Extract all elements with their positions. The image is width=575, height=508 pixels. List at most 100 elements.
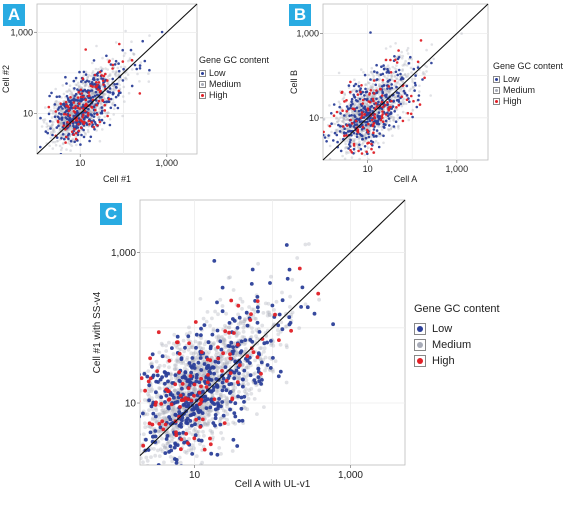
data-point-high bbox=[82, 113, 85, 117]
data-point-low bbox=[339, 112, 342, 115]
data-point-medium bbox=[147, 408, 151, 412]
data-point-medium bbox=[255, 336, 260, 341]
data-point-high bbox=[72, 133, 75, 136]
data-point-low bbox=[390, 83, 394, 86]
data-point-medium bbox=[184, 391, 189, 395]
data-point-high bbox=[47, 105, 51, 109]
data-point-medium bbox=[193, 389, 198, 394]
data-point-low bbox=[347, 84, 351, 87]
data-point-medium bbox=[62, 118, 66, 121]
data-point-medium bbox=[346, 118, 349, 121]
data-point-low bbox=[179, 421, 183, 426]
data-point-low bbox=[228, 407, 233, 412]
data-point-medium bbox=[355, 109, 359, 112]
x-tick-label: 1,000 bbox=[446, 164, 469, 174]
data-point-medium bbox=[128, 416, 132, 420]
data-point-medium bbox=[139, 61, 143, 64]
data-point-low bbox=[114, 59, 118, 63]
data-point-medium bbox=[370, 70, 373, 74]
data-point-high bbox=[335, 110, 339, 114]
data-point-medium bbox=[376, 131, 380, 135]
data-point-high bbox=[111, 67, 114, 70]
data-point-medium bbox=[162, 363, 167, 368]
data-point-high bbox=[68, 114, 72, 117]
data-point-low bbox=[229, 382, 234, 386]
data-point-low bbox=[377, 122, 381, 126]
data-point-low bbox=[55, 126, 59, 129]
data-point-medium bbox=[132, 52, 136, 56]
data-point-medium bbox=[156, 429, 161, 434]
data-point-medium bbox=[202, 433, 206, 438]
data-point-medium bbox=[384, 47, 388, 50]
data-point-medium bbox=[59, 148, 63, 152]
data-point-medium bbox=[289, 312, 293, 317]
data-point-medium bbox=[276, 332, 281, 337]
data-point-high bbox=[130, 58, 134, 62]
data-point-medium bbox=[214, 369, 219, 373]
data-point-medium bbox=[425, 70, 428, 73]
data-point-medium bbox=[381, 80, 384, 84]
data-point-medium bbox=[401, 98, 405, 101]
data-point-medium bbox=[385, 77, 389, 80]
data-point-low bbox=[353, 96, 357, 99]
data-point-high bbox=[349, 149, 352, 152]
data-point-low bbox=[200, 411, 205, 415]
data-point-medium bbox=[193, 387, 197, 392]
data-point-high bbox=[354, 119, 358, 123]
data-point-high bbox=[410, 94, 413, 98]
data-point-medium bbox=[107, 94, 111, 97]
data-point-low bbox=[202, 362, 207, 366]
data-point-medium bbox=[91, 61, 94, 65]
data-point-high bbox=[62, 124, 65, 127]
data-point-high bbox=[138, 92, 142, 95]
data-point-low bbox=[359, 147, 363, 151]
data-point-low bbox=[249, 282, 254, 286]
data-point-medium bbox=[208, 323, 212, 328]
data-point-medium bbox=[62, 92, 66, 96]
data-point-low bbox=[212, 259, 217, 263]
data-point-medium bbox=[358, 106, 362, 110]
data-point-medium bbox=[351, 111, 354, 114]
data-point-low bbox=[116, 106, 120, 110]
data-point-low bbox=[106, 100, 110, 103]
data-point-medium bbox=[323, 133, 327, 137]
data-point-high bbox=[63, 112, 66, 116]
data-point-medium bbox=[248, 352, 253, 356]
data-point-low bbox=[39, 116, 42, 120]
data-point-medium bbox=[370, 85, 374, 89]
data-point-medium bbox=[93, 92, 96, 95]
data-point-medium bbox=[204, 319, 209, 324]
data-point-low bbox=[85, 79, 89, 83]
data-point-medium bbox=[113, 72, 117, 76]
data-point-low bbox=[213, 359, 218, 364]
data-point-medium bbox=[394, 96, 397, 99]
data-point-low bbox=[327, 134, 330, 137]
data-point-medium bbox=[220, 362, 225, 366]
data-point-medium bbox=[131, 52, 135, 55]
data-point-high bbox=[379, 118, 383, 122]
data-point-medium bbox=[51, 112, 55, 115]
data-point-high bbox=[73, 111, 77, 114]
data-point-low bbox=[145, 374, 150, 379]
data-point-low bbox=[248, 373, 253, 378]
data-point-low bbox=[392, 100, 395, 103]
data-point-medium bbox=[214, 335, 219, 339]
data-point-medium bbox=[412, 86, 415, 89]
data-point-medium bbox=[170, 436, 174, 441]
data-point-medium bbox=[94, 67, 98, 71]
data-point-medium bbox=[63, 119, 67, 122]
data-point-high bbox=[102, 83, 105, 86]
data-point-medium bbox=[91, 91, 95, 95]
data-point-medium bbox=[157, 386, 162, 390]
data-point-medium bbox=[150, 417, 155, 422]
data-point-medium bbox=[160, 449, 165, 454]
data-point-low bbox=[250, 267, 255, 272]
data-point-medium bbox=[107, 111, 110, 115]
data-point-medium bbox=[245, 371, 250, 376]
data-point-high bbox=[372, 122, 376, 125]
data-point-low bbox=[385, 95, 388, 99]
data-point-medium bbox=[260, 323, 265, 328]
data-point-medium bbox=[401, 102, 405, 105]
data-point-medium bbox=[278, 342, 283, 347]
data-point-medium bbox=[149, 361, 154, 366]
